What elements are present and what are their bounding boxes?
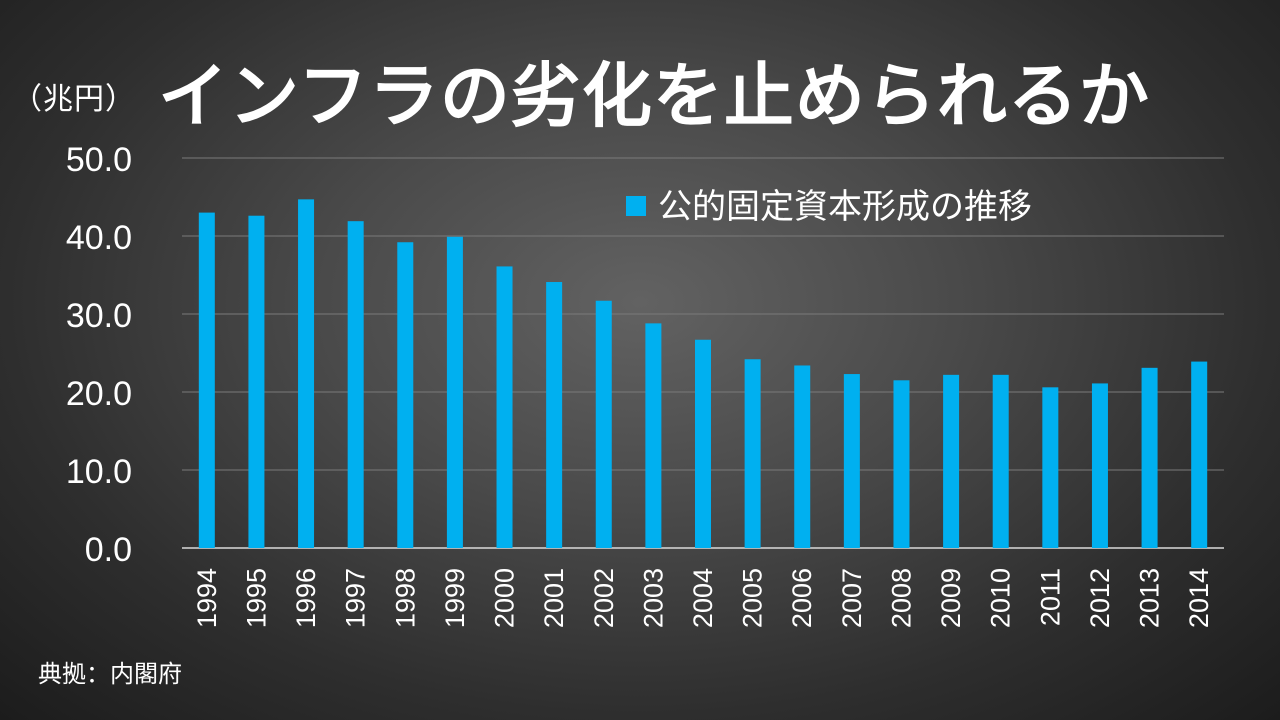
bar-2008 (893, 380, 910, 548)
x-tick-label: 2000 (490, 568, 520, 628)
x-tick-label: 2004 (688, 568, 718, 628)
x-tick-label: 2013 (1135, 568, 1165, 628)
bar-2002 (595, 300, 612, 548)
x-tick-label: 1994 (192, 568, 222, 628)
x-tick-label: 2010 (986, 568, 1016, 628)
y-tick-label: 50.0 (66, 141, 132, 179)
x-tick-label: 2011 (1035, 568, 1065, 626)
x-tick-label: 2007 (837, 568, 867, 628)
x-tick-label: 1995 (241, 568, 271, 628)
x-tick-label: 2001 (539, 568, 569, 628)
y-tick-label: 0.0 (85, 531, 132, 569)
bars (198, 199, 1208, 549)
bar-2006 (794, 365, 811, 548)
x-tick-label: 1998 (390, 568, 420, 628)
y-tick-label: 10.0 (66, 453, 132, 491)
x-tick-label: 1997 (341, 568, 371, 628)
bar-2000 (496, 266, 513, 548)
page-title: インフラの劣化を止められるか (158, 55, 1150, 137)
y-tick-label: 30.0 (66, 297, 132, 335)
bar-2011 (1042, 387, 1059, 548)
bar-1998 (397, 242, 414, 549)
y-tick-label: 40.0 (66, 219, 132, 257)
bar-2001 (546, 282, 563, 548)
x-tick-label: 2008 (886, 568, 916, 628)
legend-swatch (626, 196, 646, 216)
bar-2003 (645, 323, 662, 548)
legend: 公的固定資本形成の推移 (626, 187, 1032, 227)
x-tick-label: 2009 (936, 568, 966, 628)
bar-1997 (347, 221, 364, 548)
x-tick-label: 2005 (738, 568, 768, 628)
bar-2009 (943, 374, 960, 548)
legend-label: 公的固定資本形成の推移 (658, 187, 1032, 227)
x-tick-label: 1999 (440, 568, 470, 628)
bar-2004 (695, 339, 711, 548)
x-tick-label: 2014 (1184, 568, 1214, 628)
x-tick-label: 2006 (787, 568, 817, 628)
bar-1999 (446, 236, 463, 548)
y-axis-unit-label: （兆円） (12, 82, 136, 117)
x-tick-label: 1996 (291, 568, 321, 628)
bar-1994 (198, 212, 215, 548)
bar-1995 (248, 215, 265, 548)
bar-2005 (744, 359, 761, 548)
bar-2014 (1191, 361, 1208, 548)
bar-2012 (1091, 383, 1108, 548)
bar-1996 (298, 199, 315, 548)
bar-2010 (992, 374, 1009, 548)
bar-2013 (1141, 367, 1158, 548)
x-tick-label: 2003 (638, 568, 668, 628)
bar-2007 (843, 374, 860, 548)
x-tick-label: 2012 (1085, 568, 1115, 628)
y-axis-ticks: 0.0 10.0 20.0 30.0 40.0 50.0 (66, 141, 132, 569)
x-tick-label: 2002 (589, 568, 619, 628)
source-note: 典拠：内閣府 (38, 660, 182, 688)
y-tick-label: 20.0 (66, 375, 132, 413)
x-axis-ticks: 1994 1995 1996 1997 1998 1999 2000 2001 2002 2003… (192, 568, 1214, 628)
